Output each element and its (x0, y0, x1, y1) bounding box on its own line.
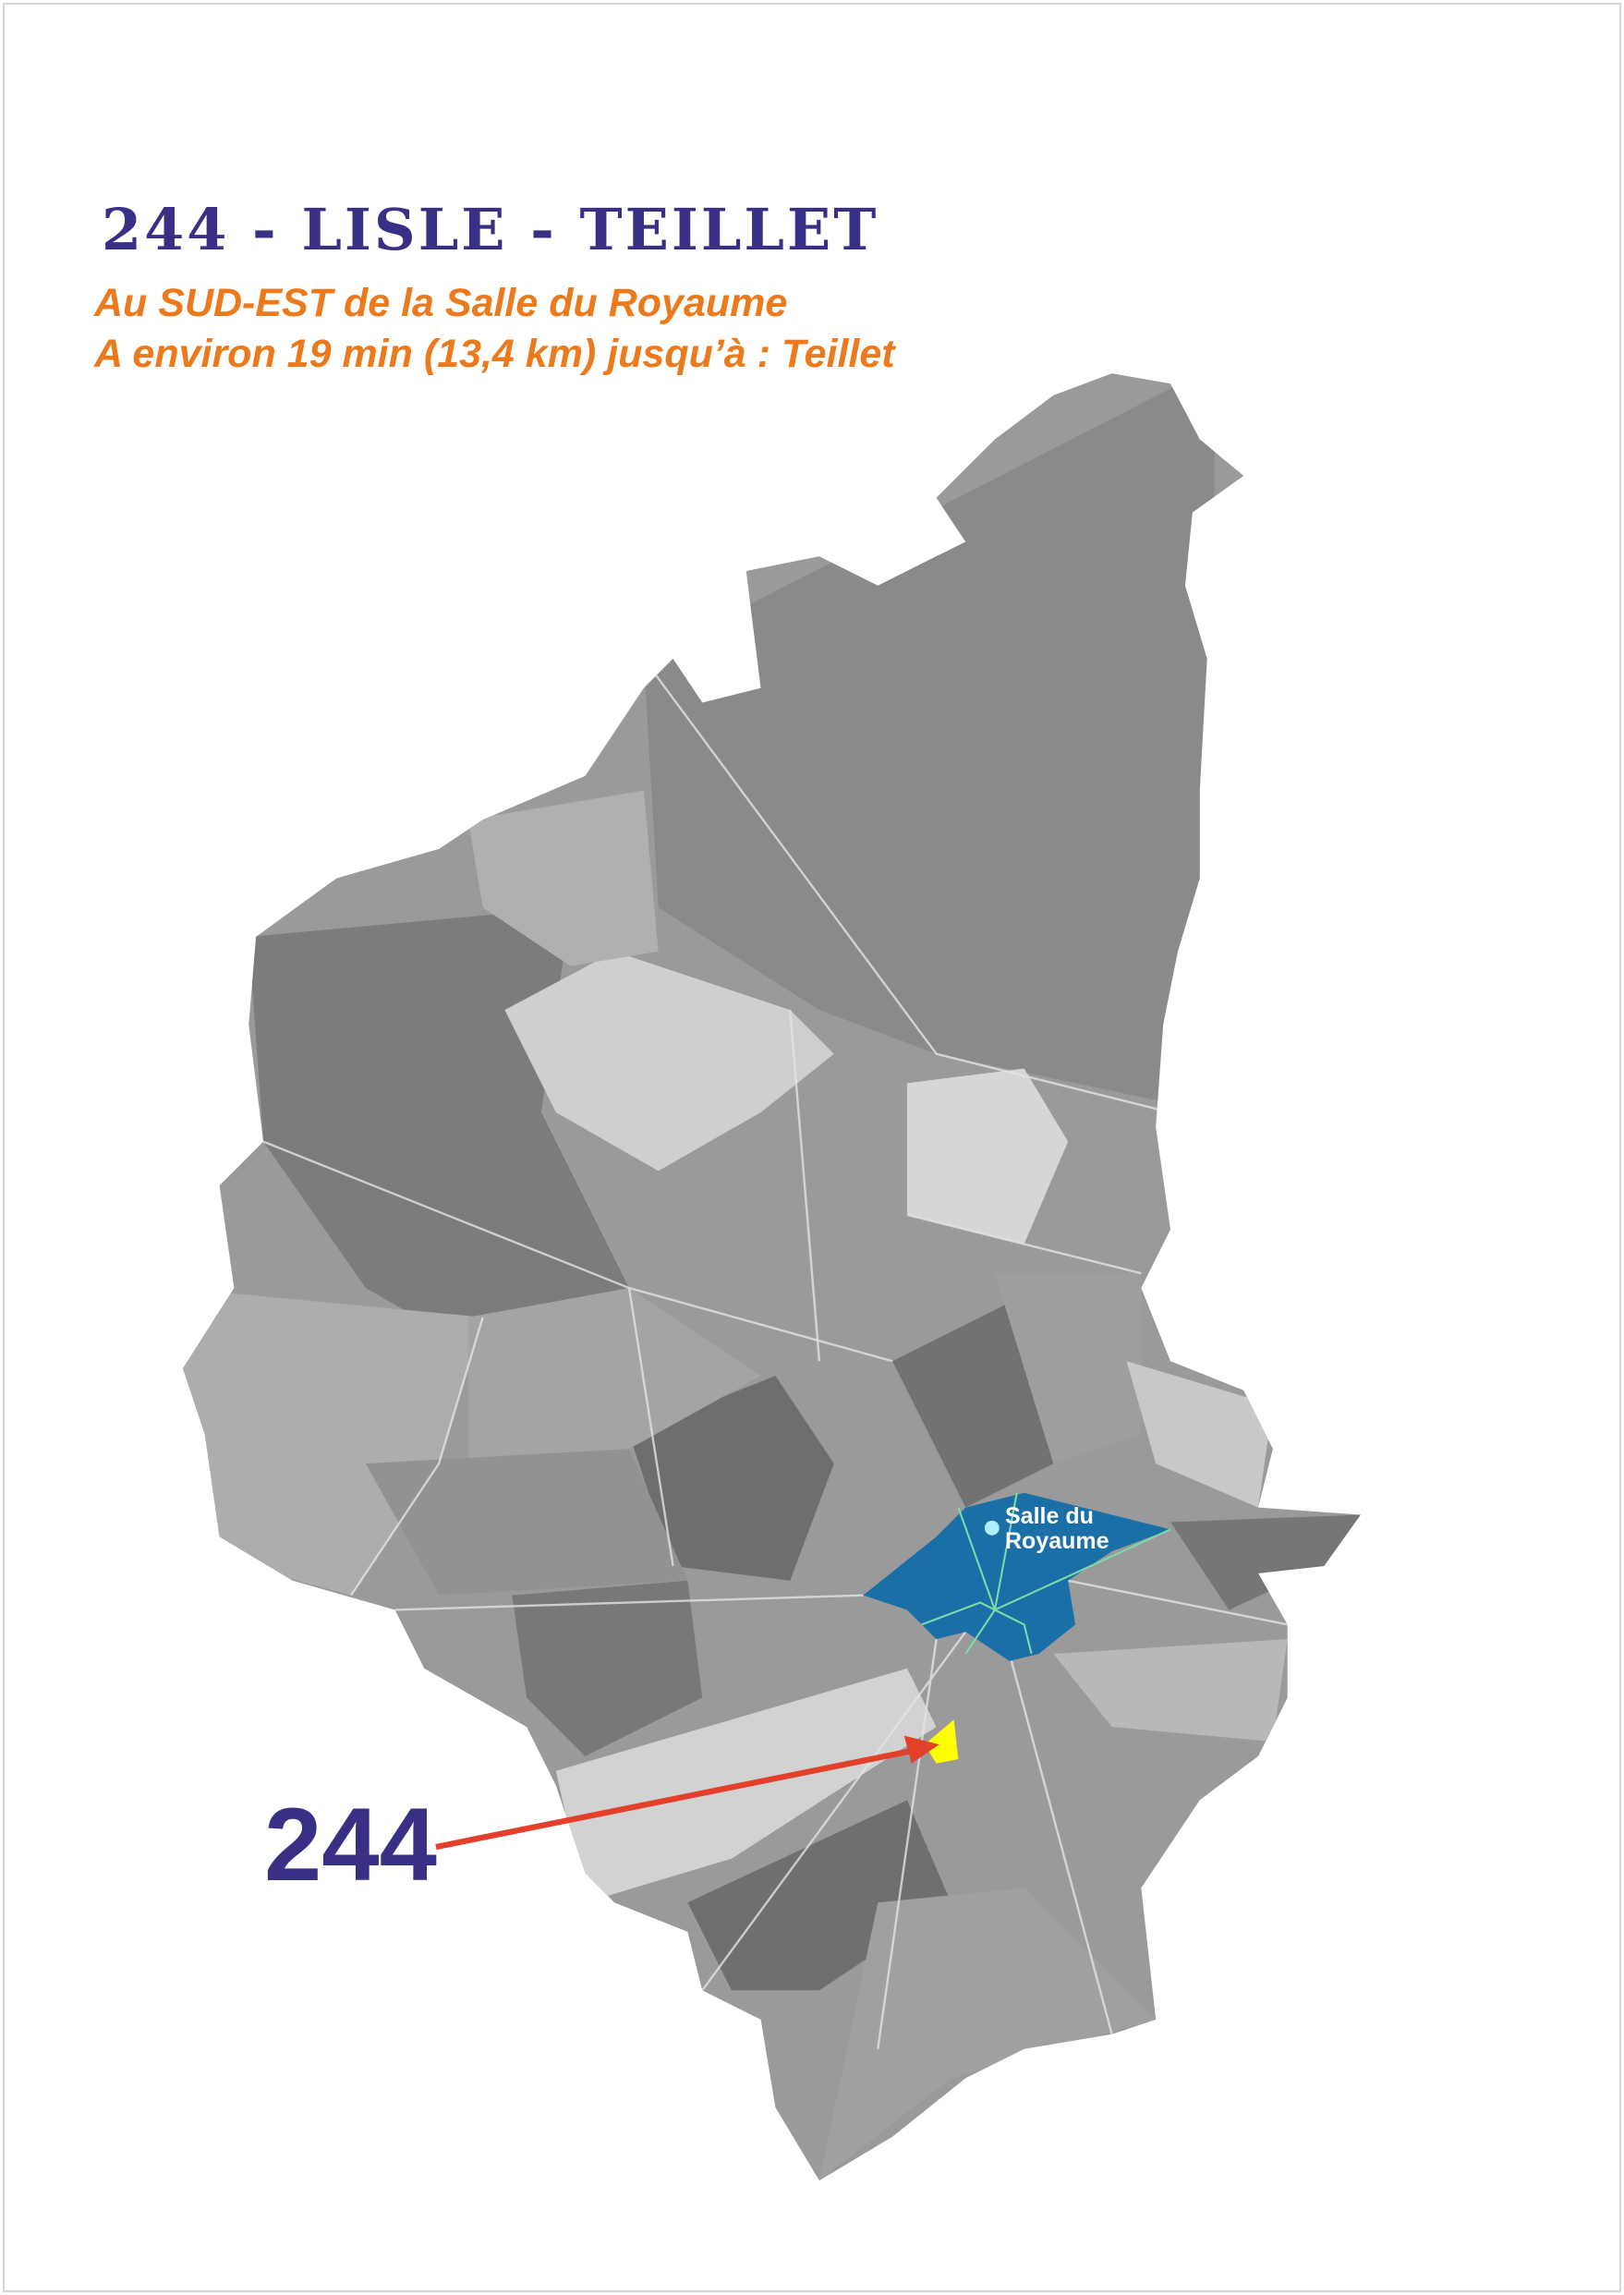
page-title: 244 - LISLE - TEILLET (102, 196, 879, 263)
page-border (3, 3, 1621, 2292)
kingdom-hall-label-line1: Salle du (1005, 1503, 1094, 1529)
kingdom-hall-area (863, 1492, 1171, 1661)
arrow-icon (435, 1735, 939, 1851)
roads (921, 1492, 1171, 1655)
territory-244-area[interactable] (924, 1719, 959, 1764)
municipality-regions (182, 373, 1361, 2181)
kingdom-hall-dot-icon (984, 1520, 1000, 1536)
distance-text: A environ 19 min (13,4 km) jusqu’à : Tei… (94, 332, 895, 376)
kingdom-hall-label: Salle du Royaume (1005, 1504, 1109, 1554)
direction-text: Au SUD-EST de la Salle du Royaume (94, 281, 788, 325)
territory-number-label: 244 (264, 1787, 437, 1902)
kingdom-hall-label-line2: Royaume (1005, 1528, 1109, 1554)
